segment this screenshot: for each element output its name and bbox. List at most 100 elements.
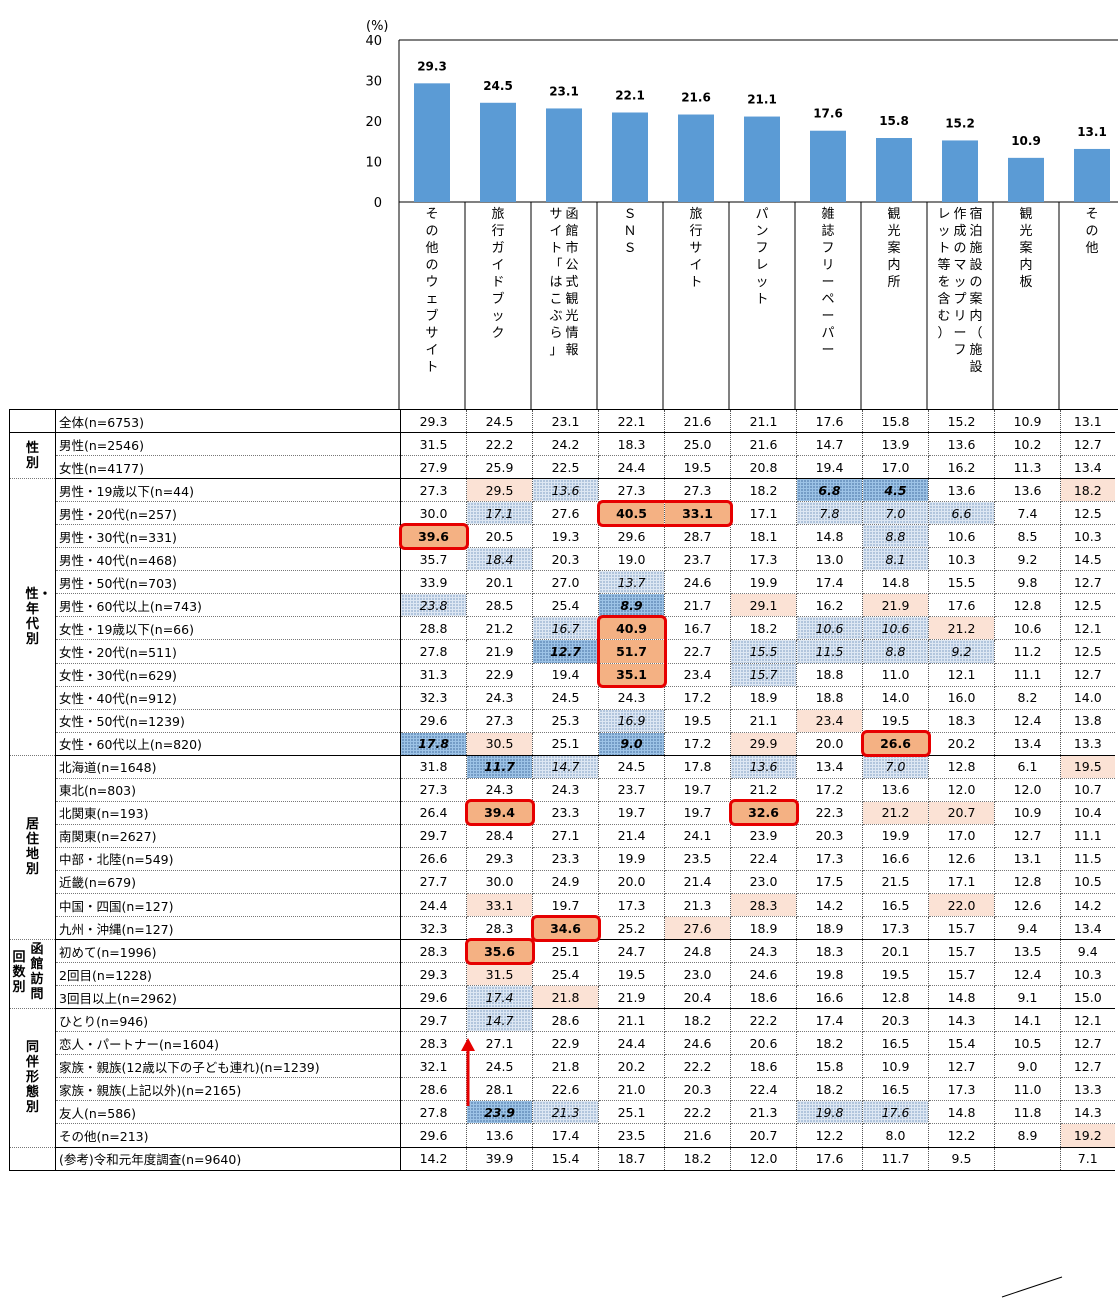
table-row: 女性・20代(n=511) 27.8 21.9 12.7 51.7 22.7 15.5 11.… xyxy=(10,639,1115,664)
group-label xyxy=(9,1147,56,1171)
table-cell: 13.6 xyxy=(730,755,797,779)
table-cell: 19.5 xyxy=(1060,755,1115,779)
group-label: 性別 xyxy=(9,432,56,480)
x-tick-char: 「 xyxy=(549,258,563,273)
bars: 29.3 24.5 23.1 22.1 21.6 21.1 17.6 15.8 15.2 10.9… xyxy=(414,59,1110,202)
table-cell: 27.3 xyxy=(664,478,731,503)
x-tick-char: ト xyxy=(689,275,703,290)
table-cell: 29.7 xyxy=(400,824,467,848)
table-cell: 13.9 xyxy=(862,432,929,457)
x-tick-char: 式 xyxy=(565,275,579,290)
x-tick-char: 案 xyxy=(1019,241,1033,256)
x-tick-char: む xyxy=(937,309,951,324)
table-row: 男性・30代(n=331) 39.6 20.5 19.3 29.6 28.7 18.1 14.… xyxy=(10,524,1115,549)
table-cell: 9.4 xyxy=(1060,939,1115,964)
table-cell: 25.9 xyxy=(466,455,533,480)
row-label: 男性・19歳以下(n=44) xyxy=(55,478,401,503)
table-cell: 13.1 xyxy=(1060,410,1115,434)
table-cell: 18.3 xyxy=(796,939,863,964)
table-cell: 19.3 xyxy=(532,524,599,549)
table-cell: 20.8 xyxy=(730,455,797,480)
table-cell: 13.7 xyxy=(598,570,665,595)
table-cell: 14.2 xyxy=(400,1147,467,1171)
table-cell: 40.5 xyxy=(598,501,665,526)
table-cell: 18.6 xyxy=(730,1054,797,1079)
table-cell: 4.5 xyxy=(862,478,929,503)
table-cell: 28.4 xyxy=(466,824,533,848)
group-label: 同伴形態別 xyxy=(9,1008,56,1148)
row-label: 女性・40代(n=912) xyxy=(55,686,401,710)
table-cell: 8.1 xyxy=(862,547,929,572)
table-cell: 14.1 xyxy=(994,1008,1061,1033)
x-tick-label: 旅行ガイドブック xyxy=(465,206,531,342)
x-tick-char: ッ xyxy=(937,224,951,239)
table-cell: 20.2 xyxy=(598,1054,665,1079)
x-tick-char: 設 xyxy=(969,258,983,273)
row-label: 男性・60代以上(n=743) xyxy=(55,593,401,618)
table-cell: 28.3 xyxy=(400,939,467,964)
x-tick-char: 案 xyxy=(969,292,983,307)
table-cell: 14.7 xyxy=(532,755,599,779)
x-tick-char: 設 xyxy=(969,360,983,375)
table-cell: 8.8 xyxy=(862,524,929,549)
table-cell: 18.3 xyxy=(598,432,665,457)
table-cell: 22.9 xyxy=(466,663,533,687)
table-row: 家族・親族(上記以外)(n=2165) 28.6 28.1 22.6 21.0 20.3 2… xyxy=(10,1077,1115,1102)
x-tick-label-column: 観光案内板 xyxy=(1019,206,1034,291)
table-cell: 14.8 xyxy=(862,570,929,595)
table-row: 3回目以上(n=2962) 29.6 17.4 21.8 21.9 20.4 18.6 16.… xyxy=(10,985,1115,1010)
x-tick-label: 雑誌フリーペーパー xyxy=(795,206,861,359)
table-cell: 12.1 xyxy=(1060,1008,1115,1033)
x-tick-char: フ xyxy=(821,241,835,256)
x-tick-char: ー xyxy=(821,309,835,324)
table-cell: 10.6 xyxy=(928,524,995,549)
row-label: 南関東(n=2627) xyxy=(55,824,401,848)
table-row: 女性・60代以上(n=820) 17.8 30.5 25.1 9.0 17.2 29.9 20… xyxy=(10,732,1115,756)
table-cell: 23.4 xyxy=(796,709,863,733)
x-tick-char: イ xyxy=(491,258,505,273)
table-cell: 13.4 xyxy=(796,755,863,779)
x-tick-label: その他のウェブサイト xyxy=(399,206,465,376)
table-cell: 18.3 xyxy=(928,709,995,733)
group-label xyxy=(9,410,56,434)
table-cell: 16.6 xyxy=(862,847,929,871)
table-cell: 8.5 xyxy=(994,524,1061,549)
table-cell: 20.3 xyxy=(796,824,863,848)
table-cell: 11.2 xyxy=(994,639,1061,664)
table-cell: 20.5 xyxy=(466,524,533,549)
table-cell: 21.9 xyxy=(466,639,533,664)
table-cell: 25.3 xyxy=(532,709,599,733)
table-cell: 29.6 xyxy=(598,524,665,549)
table-cell: 28.8 xyxy=(400,616,467,641)
x-tick-char: ぶ xyxy=(549,309,563,324)
x-tick-char: パ xyxy=(821,326,835,341)
table-cell: 24.7 xyxy=(598,939,665,964)
x-tick-label-column: 旅行サイト xyxy=(689,206,704,291)
x-tick-char: の xyxy=(1085,224,1099,239)
table-cell: 25.4 xyxy=(532,593,599,618)
table-cell: 14.2 xyxy=(796,893,863,918)
table-row: 東北(n=803) 27.3 24.3 24.3 23.7 19.7 21.2 17.2 13.… xyxy=(10,778,1115,802)
table-cell: 20.0 xyxy=(796,732,863,756)
table-cell: 8.9 xyxy=(994,1123,1061,1148)
row-label: 女性・30代(n=629) xyxy=(55,663,401,687)
table-cell: 15.5 xyxy=(928,570,995,595)
table-cell: 28.7 xyxy=(664,524,731,549)
table-cell: 10.9 xyxy=(994,801,1061,825)
table-cell: 17.4 xyxy=(532,1123,599,1148)
x-tick-char: ガ xyxy=(491,241,505,256)
table-cell: 18.2 xyxy=(664,1147,731,1171)
table-cell: 31.5 xyxy=(400,432,467,457)
table-cell: 11.7 xyxy=(862,1147,929,1171)
table-cell: 12.7 xyxy=(1060,1031,1115,1056)
table-cell: 21.3 xyxy=(730,1100,797,1125)
table-cell: 23.8 xyxy=(400,593,467,618)
table-cell: 35.6 xyxy=(466,939,533,964)
row-label: 家族・親族(12歳以下の子ども連れ)(n=1239) xyxy=(55,1054,401,1079)
table-row: 南関東(n=2627) 29.7 28.4 27.1 21.4 24.1 23.9 20.3 1… xyxy=(10,824,1115,848)
table-cell: 22.4 xyxy=(730,1077,797,1102)
table-cell: 12.6 xyxy=(994,893,1061,918)
table-cell: 30.0 xyxy=(400,501,467,526)
x-tick-char: を xyxy=(937,275,951,290)
table-cell: 18.2 xyxy=(730,478,797,503)
